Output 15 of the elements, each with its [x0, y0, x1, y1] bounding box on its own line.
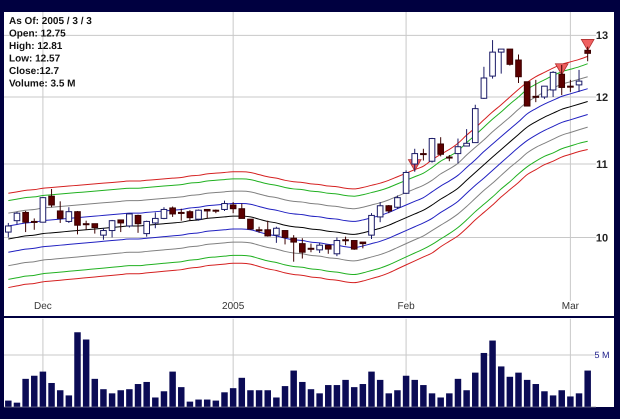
y-tick-label: 5 M — [594, 350, 610, 360]
x-tick-label: Dec — [34, 301, 52, 312]
x-tick-label: Mar — [562, 301, 580, 312]
annotation: Low: 12.57 — [9, 54, 61, 64]
annotation: Open: 12.75 — [9, 28, 66, 40]
annotation: As Of: 2005 / 3 / 3 — [9, 16, 92, 27]
annotation: Close:12.7 — [9, 66, 60, 77]
y-tick-label: 13 — [596, 30, 608, 42]
annotation: Volume: 3.5 M — [9, 78, 76, 90]
y-tick-label: 10 — [596, 232, 608, 244]
x-tick-label: Feb — [397, 301, 416, 312]
y-tick-label: 11 — [596, 158, 608, 171]
y-tick-label: 12 — [596, 92, 608, 104]
annotation: High: 12.81 — [9, 41, 63, 52]
x-tick-label: 2005 — [222, 301, 245, 312]
